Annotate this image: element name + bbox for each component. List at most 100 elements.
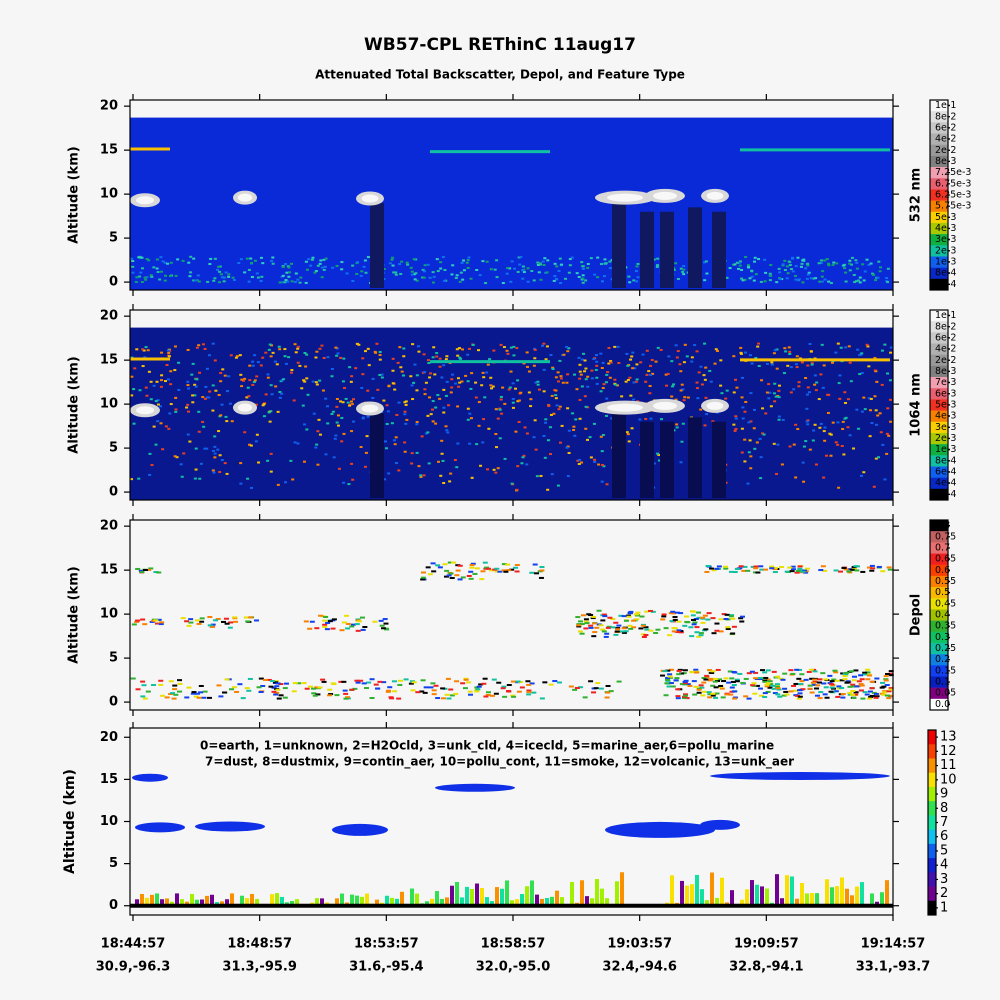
texture (824, 696, 830, 699)
colorbar-swatch (930, 144, 948, 157)
texture (137, 275, 141, 278)
texture (318, 614, 324, 617)
texture (801, 281, 805, 284)
texture (848, 361, 852, 364)
texture (422, 353, 426, 356)
texture (812, 670, 818, 673)
texture (173, 369, 177, 372)
texture (509, 370, 513, 373)
texture (537, 388, 541, 391)
texture (522, 271, 526, 274)
texture (309, 620, 315, 623)
texture (525, 886, 529, 906)
texture (863, 270, 867, 273)
texture (858, 683, 864, 686)
texture (878, 412, 882, 415)
texture (213, 452, 217, 455)
texture (758, 678, 764, 681)
texture (862, 471, 866, 474)
texture (281, 378, 285, 381)
texture (747, 421, 751, 424)
texture (630, 427, 634, 430)
texture (155, 267, 159, 270)
texture (716, 565, 722, 568)
texture (467, 256, 471, 259)
texture (593, 460, 597, 463)
texture (466, 266, 470, 269)
texture (852, 447, 856, 450)
texture (725, 276, 729, 279)
texture (714, 567, 720, 570)
texture (761, 407, 765, 410)
texture (186, 433, 190, 436)
y-tick-label: 15 (100, 143, 118, 158)
texture (466, 681, 472, 684)
texture (154, 443, 158, 446)
texture (138, 569, 144, 572)
texture (435, 564, 441, 567)
y-axis-label: Altitude (km) (67, 356, 82, 453)
texture (370, 202, 384, 288)
texture (535, 894, 539, 906)
texture (813, 383, 817, 386)
texture (538, 263, 542, 266)
texture (232, 278, 236, 281)
texture (886, 690, 892, 693)
texture (227, 275, 231, 278)
texture (247, 268, 251, 271)
colorbar-label: 0.0 (935, 699, 950, 710)
texture (827, 280, 831, 283)
texture (525, 463, 529, 466)
texture (186, 380, 190, 383)
texture (796, 256, 800, 259)
texture (688, 626, 694, 629)
texture (782, 687, 788, 690)
texture (846, 398, 850, 401)
colorbar-label: 4e-3 (935, 223, 956, 234)
texture (580, 461, 584, 464)
texture (798, 683, 804, 686)
texture (747, 451, 751, 454)
texture (829, 680, 835, 683)
texture (874, 695, 880, 698)
texture (732, 571, 738, 574)
texture (180, 617, 186, 620)
texture (303, 351, 307, 354)
texture (433, 373, 437, 376)
texture (296, 682, 302, 685)
texture (682, 694, 688, 697)
texture (663, 627, 669, 630)
texture (710, 772, 890, 781)
texture (800, 570, 806, 573)
texture (876, 276, 880, 279)
texture (696, 688, 702, 691)
texture (559, 375, 563, 378)
texture (352, 687, 358, 690)
texture (880, 681, 886, 684)
texture (854, 280, 858, 283)
texture (788, 350, 792, 353)
texture (340, 440, 344, 443)
texture (301, 404, 305, 407)
texture (296, 347, 300, 350)
texture (373, 683, 379, 686)
texture (159, 385, 163, 388)
texture (692, 693, 698, 696)
texture (787, 346, 791, 349)
texture (679, 370, 683, 373)
texture (213, 445, 217, 448)
texture (259, 364, 263, 367)
texture (479, 464, 483, 467)
texture (458, 280, 462, 283)
texture (502, 695, 508, 698)
texture (393, 388, 397, 391)
texture (135, 822, 185, 833)
texture (281, 266, 285, 269)
texture (193, 695, 199, 698)
texture (841, 428, 845, 431)
texture (150, 894, 154, 906)
texture (387, 686, 393, 689)
texture (769, 567, 775, 570)
texture (555, 404, 559, 407)
chart-title: WB57-CPL REThinC 11aug17 (364, 35, 636, 55)
